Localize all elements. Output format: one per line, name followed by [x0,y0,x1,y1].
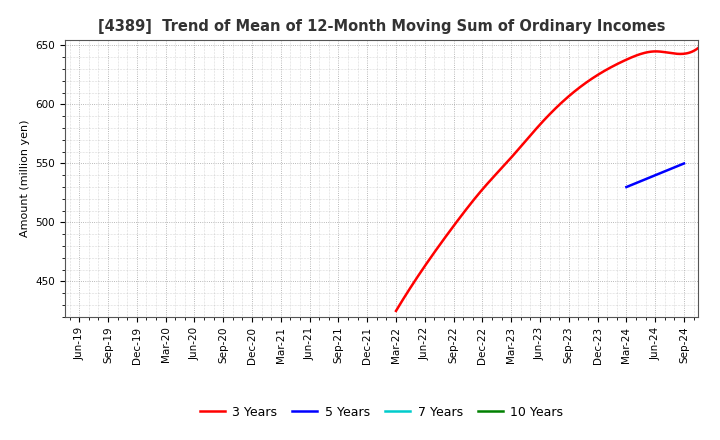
5 Years [622,184,631,190]
5 Years [652,172,660,177]
5 Years [675,163,684,168]
Title: [4389]  Trend of Mean of 12-Month Moving Sum of Ordinary Incomes: [4389] Trend of Mean of 12-Month Moving … [98,19,665,34]
3 Years [647,49,655,54]
Line: 3 Years: 3 Years [396,48,698,311]
5 Years [680,161,688,166]
5 Years [636,179,644,184]
5 Years [657,170,665,176]
Y-axis label: Amount (million yen): Amount (million yen) [19,119,30,237]
3 Years [392,308,400,314]
5 Years [677,162,685,167]
3 Years [694,45,703,51]
3 Years [571,88,580,94]
Legend: 3 Years, 5 Years, 7 Years, 10 Years: 3 Years, 5 Years, 7 Years, 10 Years [195,401,568,424]
5 Years [633,180,642,185]
3 Years [572,88,580,93]
3 Years [392,307,401,312]
3 Years [666,50,675,55]
3 Years [577,84,585,89]
Line: 5 Years: 5 Years [626,163,684,187]
